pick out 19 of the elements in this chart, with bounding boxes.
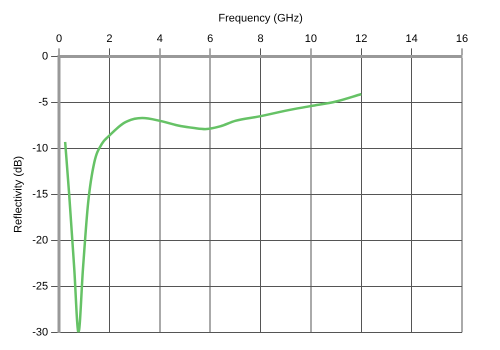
- y-tick-label: -10: [32, 142, 48, 154]
- x-tick-label: 16: [456, 32, 468, 45]
- x-tick-label: 10: [304, 32, 318, 45]
- x-tick-label: 14: [406, 32, 418, 45]
- y-tick-label: -25: [32, 280, 48, 292]
- y-tick-label: -5: [38, 96, 48, 108]
- x-tick-label: 8: [257, 32, 264, 45]
- x-tick-label: 4: [156, 32, 163, 45]
- x-tick-label: 0: [56, 32, 62, 45]
- y-tick-label: -15: [32, 188, 48, 200]
- y-tick-label: -20: [32, 234, 48, 246]
- x-axis-title: Frequency (GHz): [218, 12, 303, 25]
- y-tick-label: 0: [42, 50, 48, 62]
- x-tick-label: 12: [355, 32, 368, 45]
- line-series: [64, 92, 363, 332]
- x-tick-label: 6: [207, 32, 214, 45]
- x-tick-label: 2: [106, 32, 113, 45]
- y-tick-label: -30: [32, 326, 48, 338]
- y-axis-title: Reflectivity (dB): [12, 156, 25, 233]
